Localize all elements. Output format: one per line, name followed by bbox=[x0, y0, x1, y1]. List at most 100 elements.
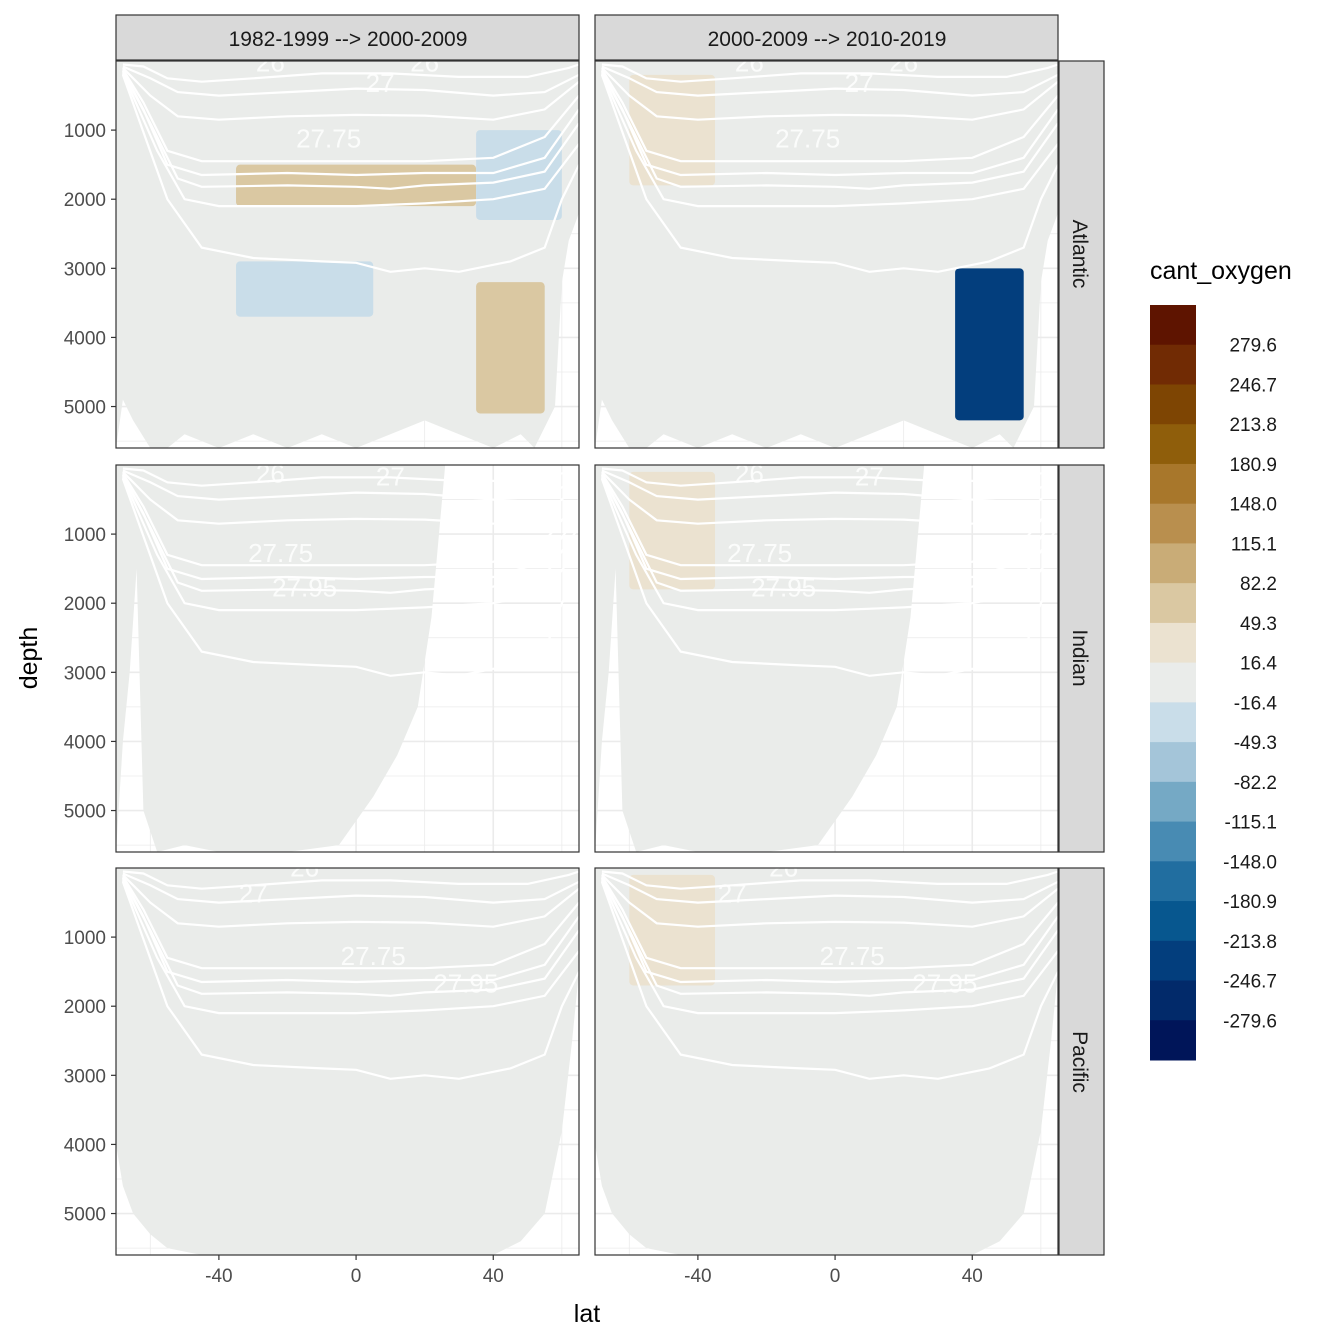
anomaly-patch bbox=[236, 261, 374, 317]
isopycnal-line bbox=[121, 879, 579, 1015]
legend-key bbox=[1150, 742, 1196, 783]
isopycnal-line bbox=[122, 467, 579, 487]
contour-label: 26 bbox=[256, 458, 285, 488]
y-tick-label: 2000 bbox=[64, 190, 106, 211]
legend-label: 82.2 bbox=[1240, 574, 1277, 595]
ocean-section-fill bbox=[116, 868, 579, 1255]
y-tick-label: 1000 bbox=[64, 525, 106, 546]
contour-label: 27.75 bbox=[341, 941, 406, 971]
legend-key bbox=[1150, 781, 1196, 823]
isopycnal-line bbox=[600, 472, 1058, 567]
x-tick-label: 40 bbox=[962, 1266, 983, 1287]
isopycnal-line bbox=[122, 471, 579, 525]
isopycnal-contours bbox=[121, 467, 579, 677]
isopycnal-line bbox=[121, 472, 579, 567]
legend-label: 115.1 bbox=[1231, 534, 1277, 555]
legend-key bbox=[1150, 583, 1196, 624]
isopycnal-line bbox=[601, 872, 1058, 904]
contour-label: 26 bbox=[735, 458, 764, 488]
anomaly-patch bbox=[629, 471, 716, 590]
isopycnal-line bbox=[600, 881, 1058, 1080]
ocean-section-fill bbox=[116, 465, 579, 852]
contour-label: 27 bbox=[855, 462, 884, 492]
isopycnal-line bbox=[600, 71, 1058, 190]
contour-label: 26 bbox=[410, 47, 439, 77]
panel-plot-area: 26 27 27.75 27.95 bbox=[116, 458, 579, 852]
isopycnal-line bbox=[600, 875, 1058, 970]
isopycnal-line bbox=[121, 878, 579, 997]
isopycnal-line bbox=[601, 469, 1058, 501]
isopycnal-line bbox=[121, 877, 579, 984]
isopycnal-line bbox=[600, 70, 1058, 177]
isopycnal-line bbox=[600, 475, 1058, 594]
isopycnal-contours bbox=[600, 467, 1058, 677]
isopycnal-line bbox=[122, 874, 579, 928]
isopycnal-line bbox=[600, 877, 1058, 984]
strip-row-1 bbox=[1058, 60, 1105, 449]
isopycnal-line bbox=[600, 879, 1058, 1015]
isopycnal-line bbox=[121, 74, 579, 273]
contour-label: 27 bbox=[718, 879, 747, 909]
anomaly-patch bbox=[476, 282, 545, 414]
isopycnal-line bbox=[121, 875, 579, 970]
isopycnal-line bbox=[122, 469, 579, 501]
anomaly-patch bbox=[476, 130, 562, 220]
row-strips: Atlantic Indian Pacific bbox=[1058, 60, 1105, 1256]
legend-key bbox=[1150, 305, 1196, 346]
isopycnal-contours bbox=[121, 63, 579, 273]
isopycnal-contours bbox=[121, 870, 579, 1080]
legend-key bbox=[1150, 543, 1196, 584]
legend-label: -148.0 bbox=[1223, 852, 1277, 873]
contour-label: 27.95 bbox=[912, 968, 977, 998]
legend-key bbox=[1150, 821, 1196, 862]
isopycnal-line bbox=[122, 872, 579, 904]
isopycnal-line bbox=[601, 471, 1058, 525]
panel-plot-area: 26 27 27.75 27.95 bbox=[595, 852, 1058, 1255]
legend-key bbox=[1150, 384, 1196, 425]
legend-key bbox=[1150, 503, 1196, 544]
isopycnal-line bbox=[600, 878, 1058, 997]
isopycnal-line bbox=[122, 67, 579, 121]
legend-key bbox=[1150, 901, 1196, 942]
isopycnal-line bbox=[121, 478, 579, 677]
contour-label: 27 bbox=[366, 68, 395, 98]
isopycnal-line bbox=[122, 870, 579, 890]
isopycnal-line bbox=[600, 476, 1058, 612]
x-axis-title: lat bbox=[574, 1300, 600, 1328]
isopycnal-line bbox=[122, 63, 579, 83]
contour-label: 26 bbox=[769, 852, 798, 882]
strip-col-2-label: 2000-2009 --> 2010-2019 bbox=[708, 28, 947, 51]
legend-label: 148.0 bbox=[1229, 495, 1277, 516]
legend-label: 16.4 bbox=[1240, 654, 1277, 675]
y-tick-label: 1000 bbox=[64, 121, 106, 142]
panel-plot-area: 26 27 27.75 27.95 bbox=[116, 868, 579, 1255]
strip-col-1 bbox=[115, 14, 580, 61]
legend-title: cant_oxygen bbox=[1150, 257, 1292, 285]
strip-row-1-label: Atlantic bbox=[1068, 220, 1091, 289]
legend-label: 279.6 bbox=[1229, 336, 1277, 357]
y-tick-label: 3000 bbox=[64, 1066, 106, 1087]
legend-label: 246.7 bbox=[1229, 375, 1277, 396]
y-tick-label: 4000 bbox=[64, 732, 106, 753]
y-tick-label: 5000 bbox=[64, 398, 106, 419]
contour-label: 27 bbox=[376, 462, 405, 492]
panel-indian-1: 26 27 27.75 27.95 bbox=[115, 458, 580, 853]
isopycnal-line bbox=[601, 870, 1058, 890]
y-axis-ticks: 1000 2000 3000 4000 5000 1000 2000 3000 4000 5000… bbox=[64, 121, 116, 1226]
isopycnal-line bbox=[600, 74, 1058, 273]
legend-label: -16.4 bbox=[1234, 693, 1278, 714]
isopycnal-line bbox=[600, 478, 1058, 677]
strip-row-3 bbox=[1058, 867, 1105, 1256]
anomaly-patch bbox=[236, 164, 477, 207]
x-tick-label: 0 bbox=[830, 1266, 841, 1287]
legend: cant_oxygen 279.6 246.7 213.8 180.9 148.0 115… bbox=[1150, 257, 1292, 1061]
x-axis-ticks: -40 0 40 -40 0 40 bbox=[205, 1255, 983, 1287]
y-tick-label: 2000 bbox=[64, 997, 106, 1018]
strip-row-2 bbox=[1058, 464, 1105, 853]
legend-label: -49.3 bbox=[1234, 733, 1277, 754]
y-tick-label: 2000 bbox=[64, 594, 106, 615]
y-tick-label: 4000 bbox=[64, 1135, 106, 1156]
strip-row-3-label: Pacific bbox=[1068, 1031, 1091, 1093]
